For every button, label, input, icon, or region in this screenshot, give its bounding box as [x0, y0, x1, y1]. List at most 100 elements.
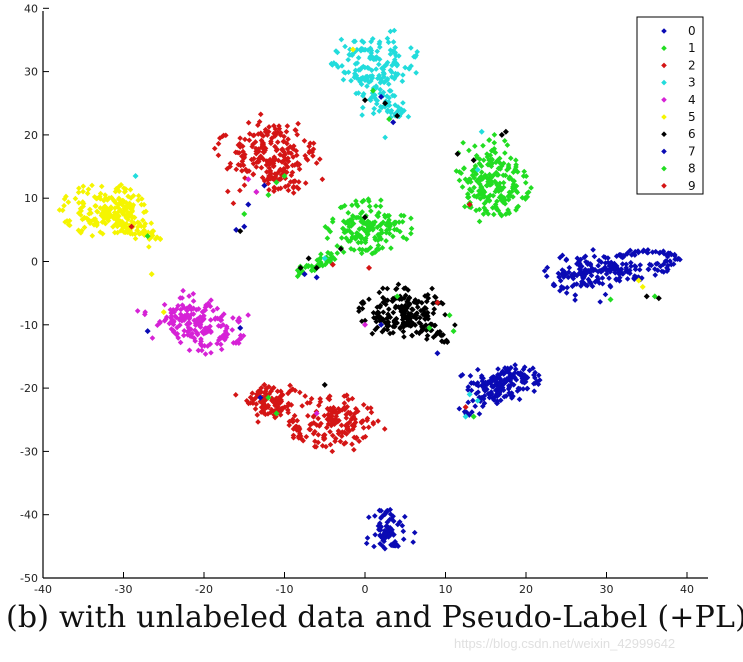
data-point	[385, 524, 391, 530]
data-point	[111, 229, 118, 236]
data-point	[486, 198, 493, 204]
data-point	[287, 143, 294, 150]
data-point	[375, 237, 381, 244]
data-point	[424, 332, 431, 339]
data-point	[382, 100, 389, 107]
data-point	[387, 51, 394, 57]
data-point	[356, 246, 363, 253]
data-point	[532, 380, 539, 386]
data-point	[310, 140, 317, 147]
data-point	[252, 406, 259, 412]
data-point	[382, 545, 388, 552]
data-point	[296, 179, 302, 185]
data-point	[480, 187, 487, 194]
data-point	[387, 330, 393, 337]
data-point	[377, 86, 384, 93]
data-point	[321, 435, 328, 442]
data-point	[410, 539, 416, 545]
data-point	[488, 375, 495, 381]
data-point	[424, 313, 431, 319]
data-point	[380, 299, 387, 306]
data-point	[312, 438, 318, 445]
data-point	[377, 203, 384, 210]
data-point	[391, 59, 397, 66]
data-point	[595, 262, 602, 269]
data-point	[628, 263, 634, 270]
data-point	[253, 145, 259, 152]
data-point	[299, 403, 305, 409]
data-point	[121, 207, 128, 214]
data-point	[281, 133, 287, 140]
data-point	[395, 304, 402, 310]
x-tick-label: 30	[600, 583, 614, 596]
data-point	[290, 143, 297, 149]
data-point	[199, 309, 206, 315]
data-point	[285, 136, 291, 142]
legend-marker	[661, 183, 667, 189]
data-point	[275, 186, 282, 192]
data-point	[323, 257, 330, 264]
data-point	[367, 405, 374, 411]
data-point	[524, 194, 531, 200]
data-point	[266, 391, 273, 397]
data-point	[94, 195, 100, 202]
data-point	[131, 220, 138, 227]
data-point	[360, 424, 367, 431]
data-point	[466, 391, 473, 398]
data-point	[380, 285, 386, 292]
data-point	[434, 299, 441, 306]
data-point	[325, 395, 331, 402]
legend-marker	[661, 28, 667, 34]
data-point	[240, 148, 246, 155]
data-point	[354, 46, 360, 53]
data-point	[199, 342, 205, 349]
data-point	[364, 83, 370, 90]
data-point	[341, 229, 348, 236]
data-point	[396, 519, 403, 525]
data-point	[384, 219, 391, 226]
data-point	[478, 128, 485, 135]
data-point	[494, 206, 500, 213]
data-point	[500, 160, 507, 167]
legend-label: 5	[688, 110, 696, 124]
data-point	[598, 259, 605, 266]
data-point	[340, 249, 347, 255]
data-point	[520, 386, 526, 392]
legend-marker	[661, 148, 667, 155]
data-point	[194, 330, 201, 336]
data-point	[253, 164, 260, 170]
data-point	[488, 157, 494, 163]
data-point	[667, 258, 673, 264]
data-point	[579, 280, 585, 287]
data-point	[363, 221, 370, 228]
data-point	[268, 138, 274, 145]
data-point	[125, 213, 131, 220]
data-point	[595, 268, 601, 275]
data-point	[235, 319, 242, 325]
data-point	[180, 314, 187, 321]
data-point	[423, 298, 430, 305]
data-point	[349, 441, 355, 448]
data-point	[359, 318, 365, 325]
data-point	[288, 402, 295, 408]
data-point	[119, 202, 126, 208]
data-point	[214, 305, 221, 312]
data-point	[385, 39, 392, 46]
data-point	[250, 171, 257, 178]
data-point	[466, 201, 473, 208]
data-point	[76, 199, 82, 206]
data-point	[283, 128, 290, 135]
data-point	[585, 276, 592, 283]
data-point	[138, 201, 145, 208]
data-point	[264, 132, 271, 138]
data-point	[184, 311, 191, 318]
data-point	[81, 224, 88, 231]
data-point	[312, 443, 318, 450]
data-point	[351, 247, 357, 253]
data-point	[590, 246, 596, 253]
data-point	[670, 261, 677, 267]
data-point	[335, 64, 341, 70]
data-point	[336, 408, 343, 415]
data-point	[189, 330, 196, 337]
data-point	[503, 378, 510, 385]
